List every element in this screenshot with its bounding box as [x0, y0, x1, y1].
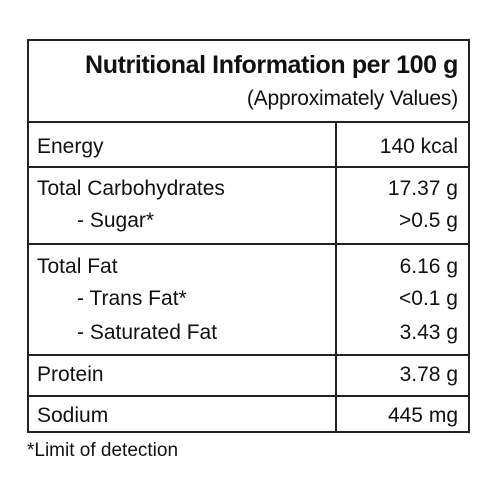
row-separator — [29, 166, 468, 168]
row-label-total-carbohydrates: Total Carbohydrates — [37, 177, 225, 200]
row-value-sodium: 445 mg — [387, 404, 458, 427]
row-value-total-fat: 6.16 g — [399, 255, 458, 278]
row-value-protein: 3.78 g — [399, 363, 458, 386]
row-separator — [29, 243, 468, 245]
row-label-protein: Protein — [37, 363, 104, 386]
table-header: Nutritional Information per 100 g (Appro… — [29, 41, 468, 123]
footnote: *Limit of detection — [27, 440, 179, 461]
row-value-trans-fat: <0.1 g — [399, 287, 458, 310]
column-divider — [335, 123, 337, 433]
row-value-saturated-fat: 3.43 g — [399, 321, 458, 344]
row-separator — [29, 395, 468, 397]
row-label-total-fat: Total Fat — [37, 255, 118, 278]
row-label-energy: Energy — [37, 135, 104, 158]
row-value-sugar: >0.5 g — [399, 209, 458, 232]
table-subtitle: (Approximately Values) — [246, 87, 458, 110]
row-label-sodium: Sodium — [37, 404, 109, 427]
table-title: Nutritional Information per 100 g — [85, 51, 458, 79]
row-label-sugar: - Sugar* — [77, 209, 155, 232]
row-value-total-carbohydrates: 17.37 g — [387, 177, 458, 200]
row-label-trans-fat: - Trans Fat* — [77, 287, 187, 310]
row-value-energy: 140 kcal — [379, 135, 458, 158]
nutrition-table: Nutritional Information per 100 g (Appro… — [27, 39, 470, 433]
row-separator — [29, 354, 468, 356]
row-label-saturated-fat: - Saturated Fat — [77, 321, 218, 344]
